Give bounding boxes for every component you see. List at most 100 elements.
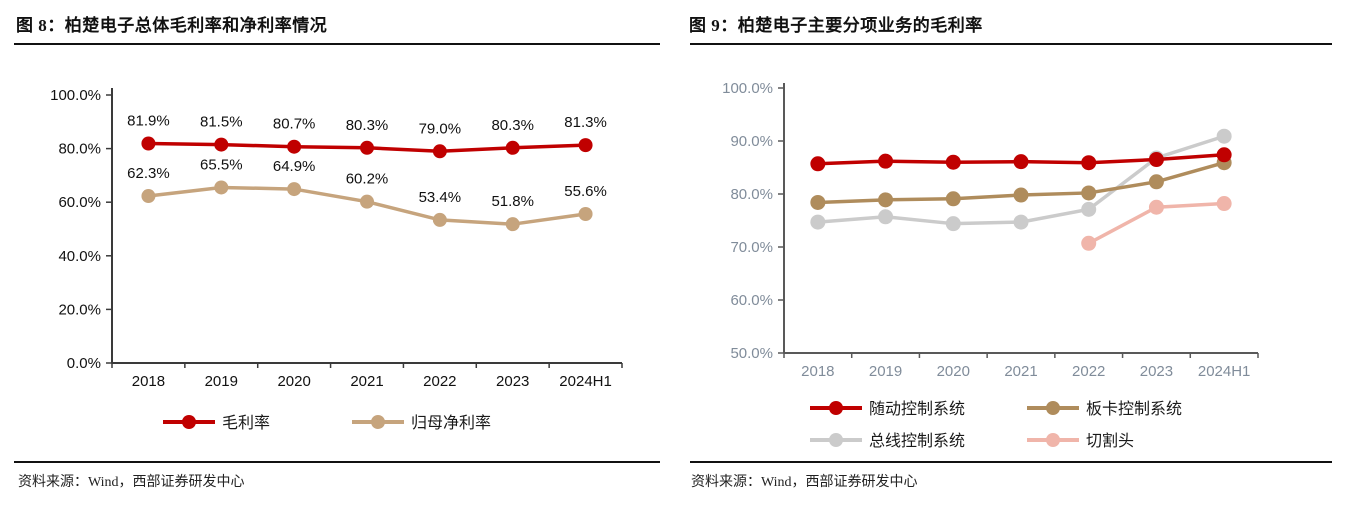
series-marker-1 xyxy=(505,217,520,232)
series-marker-0 xyxy=(1081,155,1097,171)
series-marker-3 xyxy=(1081,235,1097,251)
series-marker-0 xyxy=(578,138,593,153)
y-tick-label: 100.0% xyxy=(50,87,101,104)
legend-marker-0 xyxy=(829,401,843,415)
series-marker-2 xyxy=(945,216,961,232)
series-marker-3 xyxy=(1148,199,1164,215)
figure-9-title-rule xyxy=(690,43,1332,45)
data-label: 80.3% xyxy=(491,117,534,134)
data-label: 80.7% xyxy=(273,116,316,133)
data-label: 51.8% xyxy=(491,193,534,210)
series-marker-0 xyxy=(878,153,894,169)
series-marker-0 xyxy=(287,139,302,154)
series-marker-3 xyxy=(1216,196,1232,212)
x-tick-label: 2018 xyxy=(132,373,165,390)
legend-marker-1 xyxy=(1046,401,1060,415)
series-marker-0 xyxy=(810,156,826,172)
series-marker-0 xyxy=(214,137,229,152)
y-tick-label: 20.0% xyxy=(58,301,101,318)
figure-9-bottom-rule xyxy=(690,461,1332,463)
figure-8-chart-canvas: 0.0% 20.0% 40.0% 60.0% 80.0% 100.0% 2018 2019 20… xyxy=(50,87,623,432)
y-tick-label: 0.0% xyxy=(67,355,101,372)
series-marker-1 xyxy=(1013,187,1029,203)
data-label: 65.5% xyxy=(200,156,243,173)
series-marker-2 xyxy=(1081,201,1097,217)
legend-marker-1 xyxy=(371,415,385,429)
data-label: 79.0% xyxy=(419,120,462,137)
x-tick-label: 2021 xyxy=(350,373,383,390)
series-marker-1 xyxy=(360,194,374,209)
y-tick-label: 60.0% xyxy=(58,194,101,211)
data-label: 81.9% xyxy=(127,113,170,130)
series-marker-2 xyxy=(810,214,826,230)
x-tick-label: 2023 xyxy=(496,373,529,390)
series-marker-0 xyxy=(1216,147,1232,163)
legend-label-1: 归母净利率 xyxy=(411,414,491,432)
series-marker-0 xyxy=(1013,154,1029,170)
legend-marker-0 xyxy=(182,415,196,429)
data-label: 81.5% xyxy=(200,114,243,131)
x-tick-label: 2022 xyxy=(1072,363,1105,380)
x-tick-label: 2021 xyxy=(1004,363,1037,380)
figure-8: 图 8：柏楚电子总体毛利率和净利率情况 0.0% 20.0% 40.0% 60.0% 8… xyxy=(14,16,660,490)
series-marker-2 xyxy=(1216,128,1232,144)
y-tick-label: 50.0% xyxy=(730,345,773,362)
data-label: 60.2% xyxy=(346,171,389,188)
series-marker-2 xyxy=(878,209,894,225)
series-marker-0 xyxy=(141,136,156,151)
x-tick-label: 2020 xyxy=(277,373,310,390)
x-tick-label: 2019 xyxy=(205,373,238,390)
data-label: 55.6% xyxy=(564,183,607,200)
x-tick-label: 2018 xyxy=(801,363,834,380)
x-tick-label: 2024H1 xyxy=(559,373,612,390)
series-marker-0 xyxy=(505,140,520,155)
y-tick-label: 100.0% xyxy=(722,80,773,97)
figure-8-title-rule xyxy=(14,43,660,45)
x-tick-label: 2022 xyxy=(423,373,456,390)
figure-8-bottom-rule xyxy=(14,461,660,463)
series-marker-1 xyxy=(432,212,447,227)
series-marker-0 xyxy=(360,140,374,155)
legend-label-1: 板卡控制系统 xyxy=(1086,400,1182,418)
series-marker-1 xyxy=(878,192,894,208)
y-tick-label: 60.0% xyxy=(730,292,773,309)
data-label: 81.3% xyxy=(564,114,607,131)
series-marker-1 xyxy=(214,180,229,195)
figure-9: 图 9：柏楚电子主要分项业务的毛利率 50.0% 60.0% 70.0% 80.0% 9… xyxy=(673,0,1346,508)
x-tick-label: 2020 xyxy=(937,363,970,380)
figure-9-chart-canvas: 50.0% 60.0% 70.0% 80.0% 90.0% 100.0% 2018 2019 2… xyxy=(722,80,1259,450)
figure-9-source: 资料来源：Wind，西部证券研发中心 xyxy=(691,475,918,490)
data-label: 53.4% xyxy=(419,189,462,206)
y-tick-label: 70.0% xyxy=(730,239,773,256)
data-label: 62.3% xyxy=(127,165,170,182)
series-marker-0 xyxy=(432,144,447,159)
data-label: 64.9% xyxy=(273,158,316,175)
y-tick-label: 80.0% xyxy=(730,186,773,203)
series-marker-2 xyxy=(1013,214,1029,230)
legend-label-0: 毛利率 xyxy=(222,414,270,432)
y-tick-label: 90.0% xyxy=(730,133,773,150)
x-tick-label: 2024H1 xyxy=(1198,363,1251,380)
series-marker-1 xyxy=(810,194,826,210)
legend-marker-3 xyxy=(1046,433,1060,447)
x-tick-label: 2019 xyxy=(869,363,902,380)
series-marker-1 xyxy=(578,206,593,221)
legend-label-2: 总线控制系统 xyxy=(869,432,965,450)
data-label: 80.3% xyxy=(346,117,389,134)
series-marker-1 xyxy=(1148,174,1164,190)
y-tick-label: 40.0% xyxy=(58,248,101,265)
figure-9-title: 图 9：柏楚电子主要分项业务的毛利率 xyxy=(689,16,983,35)
series-marker-1 xyxy=(945,191,961,207)
y-tick-label: 80.0% xyxy=(58,141,101,158)
figure-8-source: 资料来源：Wind，西部证券研发中心 xyxy=(18,475,245,490)
legend-label-0: 随动控制系统 xyxy=(869,400,965,418)
series-marker-1 xyxy=(141,189,156,204)
legend-marker-2 xyxy=(829,433,843,447)
series-marker-1 xyxy=(1081,185,1097,201)
legend-label-3: 切割头 xyxy=(1086,432,1134,450)
series-marker-0 xyxy=(945,154,961,170)
x-tick-label: 2023 xyxy=(1140,363,1173,380)
figure-8-title: 图 8：柏楚电子总体毛利率和净利率情况 xyxy=(16,16,328,35)
series-marker-1 xyxy=(287,182,302,197)
series-marker-0 xyxy=(1148,152,1164,168)
